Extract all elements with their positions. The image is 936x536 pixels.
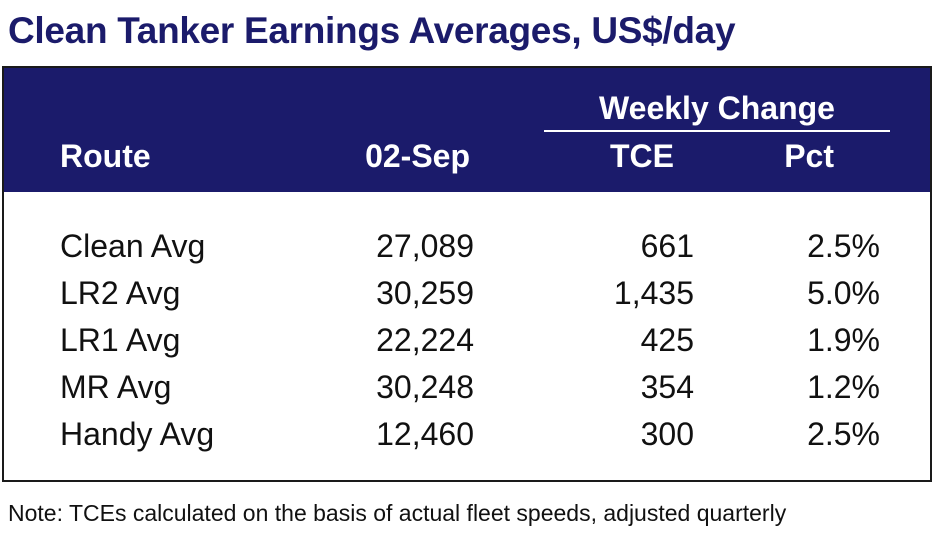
cell-tce-change: 354 xyxy=(640,369,694,405)
cell-tce-change: 1,435 xyxy=(613,275,694,311)
cell-date-value: 12,460 xyxy=(376,416,474,452)
cell-date-value: 30,248 xyxy=(376,369,474,405)
cell-date-value: 22,224 xyxy=(376,322,474,358)
cell-date-value: 27,089 xyxy=(376,228,474,264)
table-row: LR2 Avg 30,259 1,435 5.0% xyxy=(4,275,930,322)
table-row: LR1 Avg 22,224 425 1.9% xyxy=(4,322,930,369)
cell-route: LR2 Avg xyxy=(60,275,181,311)
page-title: Clean Tanker Earnings Averages, US$/day xyxy=(8,10,736,51)
table-row: Clean Avg 27,089 661 2.5% xyxy=(4,228,930,275)
weekly-change-group-header: Weekly Change xyxy=(599,90,835,126)
table-body: Clean Avg 27,089 661 2.5% LR2 Avg 30,259… xyxy=(4,228,930,463)
cell-pct-change: 2.5% xyxy=(807,416,880,452)
table-row: MR Avg 30,248 354 1.2% xyxy=(4,369,930,416)
column-header-tce: TCE xyxy=(610,138,674,174)
column-header-route: Route xyxy=(60,138,151,174)
cell-tce-change: 425 xyxy=(640,322,694,358)
table-header: Weekly Change Route 02-Sep TCE Pct xyxy=(4,68,930,192)
cell-date-value: 30,259 xyxy=(376,275,474,311)
footnote: Note: TCEs calculated on the basis of ac… xyxy=(8,500,787,526)
cell-route: MR Avg xyxy=(60,369,172,405)
cell-tce-change: 300 xyxy=(640,416,694,452)
table-row: Handy Avg 12,460 300 2.5% xyxy=(4,416,930,463)
group-header-rule xyxy=(544,130,890,132)
cell-route: Clean Avg xyxy=(60,228,206,264)
cell-route: LR1 Avg xyxy=(60,322,181,358)
cell-route: Handy Avg xyxy=(60,416,215,452)
cell-pct-change: 1.9% xyxy=(807,322,880,358)
cell-pct-change: 2.5% xyxy=(807,228,880,264)
column-header-date: 02-Sep xyxy=(365,138,470,174)
column-header-pct: Pct xyxy=(784,138,834,174)
cell-pct-change: 1.2% xyxy=(807,369,880,405)
cell-pct-change: 5.0% xyxy=(807,275,880,311)
cell-tce-change: 661 xyxy=(640,228,694,264)
earnings-table: Weekly Change Route 02-Sep TCE Pct Clean… xyxy=(2,66,932,482)
